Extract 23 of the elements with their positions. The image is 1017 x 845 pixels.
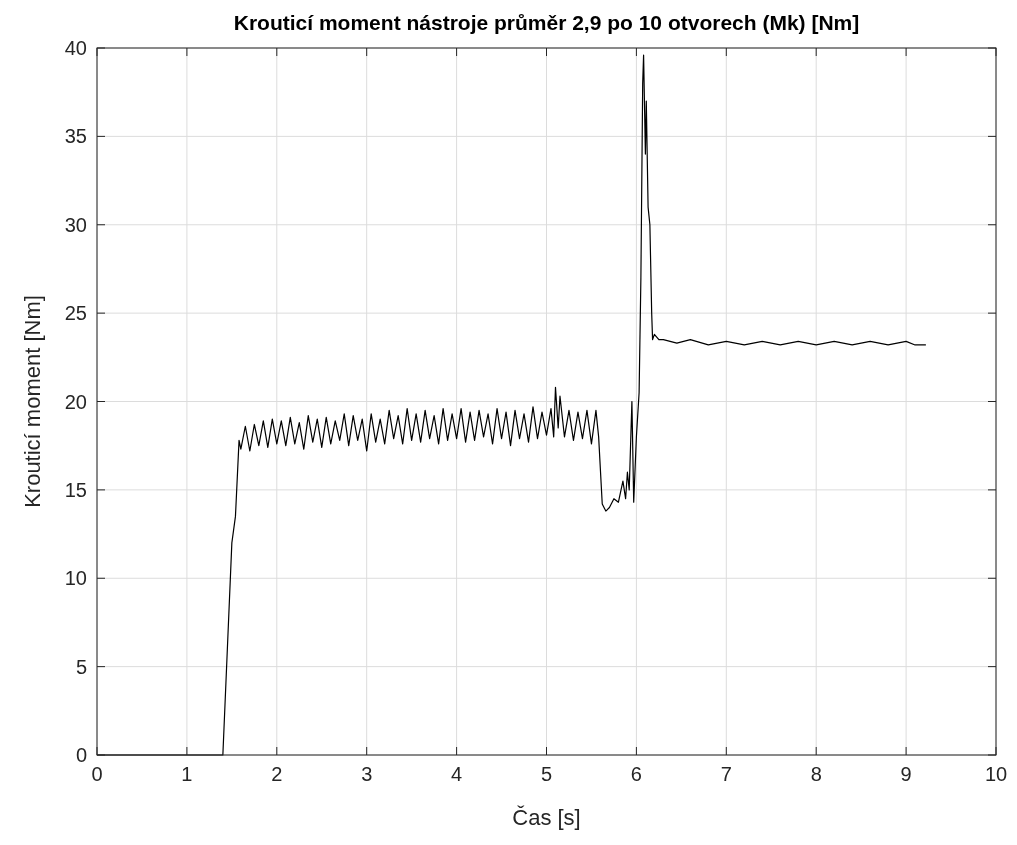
x-tick-label: 10 [984, 763, 1008, 785]
x-tick-label: 4 [451, 763, 463, 785]
x-tick-label: 9 [900, 763, 912, 785]
y-tick-label: 40 [64, 37, 87, 59]
y-tick-label: 10 [64, 567, 87, 590]
y-tick-label: 5 [75, 655, 87, 678]
x-tick-label: 7 [720, 763, 732, 785]
x-axis-title: Čas [s] [512, 805, 581, 830]
x-tick-label: 2 [271, 763, 283, 785]
y-tick-label: 25 [64, 302, 87, 325]
y-tick-label: 20 [64, 390, 87, 413]
chart-title: Krouticí moment nástroje průměr 2,9 po 10 otvorech (Mk) [Nm] [233, 11, 860, 34]
x-tick-label: 8 [810, 763, 822, 785]
x-tick-label: 1 [181, 763, 193, 785]
x-tick-label: 3 [361, 763, 373, 785]
x-tick-label: 6 [630, 763, 642, 785]
x-tick-label: 5 [540, 763, 553, 785]
y-tick-label: 15 [64, 478, 87, 501]
x-tick-label: 0 [91, 763, 103, 785]
y-axis-title: Krouticí moment [Nm] [20, 295, 45, 508]
y-tick-label: 0 [75, 744, 87, 766]
y-tick-label: 30 [64, 213, 87, 236]
y-tick-label: 35 [64, 125, 87, 148]
